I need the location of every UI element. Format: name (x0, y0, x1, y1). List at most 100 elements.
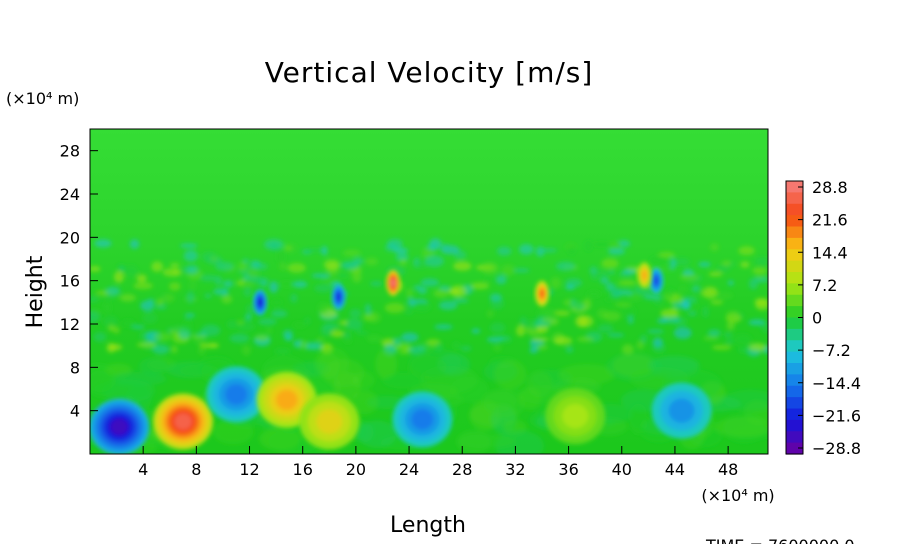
texture-cell (330, 330, 344, 338)
texture-cell (90, 296, 100, 302)
texture-cell (393, 347, 405, 354)
texture-cell (103, 301, 112, 314)
texture-cell (303, 342, 323, 351)
texture-cell (531, 337, 550, 342)
colorbar-band (786, 442, 803, 455)
texture-cell (535, 246, 545, 257)
texture-cell (738, 246, 755, 256)
texture-cell (194, 336, 205, 345)
texture-cell (118, 265, 125, 272)
texture-cell (754, 256, 768, 266)
texture-cell (243, 286, 252, 297)
texture-cell (119, 293, 136, 302)
feature-contour (110, 418, 128, 436)
texture-cell (593, 241, 611, 247)
texture-cell (554, 336, 573, 346)
texture-cell (483, 388, 526, 419)
x-tick-label: 24 (399, 460, 419, 479)
feature-contour (316, 409, 343, 434)
texture-cell (287, 263, 306, 273)
texture-cell (349, 308, 362, 318)
colorbar-band (786, 397, 803, 410)
y-tick-label: 20 (60, 228, 80, 247)
colorbar-band (786, 260, 803, 273)
texture-cell (755, 299, 768, 311)
texture-cell (282, 329, 293, 339)
texture-cell (136, 342, 157, 348)
texture-cell (411, 301, 431, 312)
colorbar-tick-label: 21.6 (812, 211, 848, 230)
texture-cell (618, 280, 637, 286)
texture-cell (214, 276, 223, 286)
texture-cell (540, 248, 558, 253)
texture-cell (179, 243, 198, 249)
texture-cell (254, 334, 269, 342)
texture-cell (264, 239, 284, 250)
texture-cell (723, 332, 733, 337)
colorbar-tick-label: 14.4 (812, 243, 848, 262)
texture-cell (142, 312, 158, 324)
texture-cell (707, 329, 721, 337)
texture-cell (533, 321, 550, 328)
texture-cell (201, 324, 221, 337)
feature-contour (562, 403, 589, 429)
texture-cell (573, 301, 584, 312)
texture-cell (710, 299, 723, 305)
texture-cell (669, 257, 677, 270)
texture-cell (226, 319, 238, 329)
texture-cell (90, 310, 101, 323)
texture-cell (489, 293, 502, 302)
texture-cell (703, 336, 719, 341)
texture-cell (582, 298, 592, 310)
texture-cell (716, 292, 733, 299)
texture-cell (184, 313, 196, 318)
texture-cell (342, 249, 361, 257)
texture-cell (305, 248, 325, 253)
heatmap-feature (651, 382, 712, 439)
texture-cell (321, 245, 328, 256)
colorbar-band (786, 226, 803, 239)
y-tick-label: 28 (60, 142, 80, 161)
colorbar-band (786, 419, 803, 432)
texture-cell (340, 262, 360, 268)
texture-cell (93, 331, 107, 343)
x-axis-label: Length (390, 513, 466, 538)
feature-contour (654, 276, 659, 285)
texture-cell (518, 244, 534, 255)
texture-cell (210, 343, 218, 348)
texture-cell (185, 265, 193, 275)
heatmap-feature (392, 391, 453, 448)
texture-cell (204, 293, 212, 299)
texture-cell (274, 347, 291, 355)
texture-cell (317, 302, 329, 315)
heatmap-feature (386, 269, 401, 296)
texture-cell (299, 340, 308, 350)
texture-cell (748, 319, 766, 326)
colorbar-band (786, 306, 803, 319)
colorbar-tick-label: 28.8 (812, 178, 848, 197)
colorbar-band (786, 317, 803, 330)
texture-cell (601, 258, 619, 269)
colorbar-band (786, 181, 803, 193)
y-tick-label: 16 (60, 272, 80, 291)
feature-contour (641, 270, 647, 280)
texture-cell (238, 261, 247, 272)
y-axis-label: Height (23, 255, 48, 328)
colorbar-band (786, 215, 803, 228)
colorbar-band (786, 363, 803, 375)
texture-cell (292, 321, 307, 328)
colorbar-band (786, 192, 803, 205)
texture-cell (576, 336, 594, 342)
texture-cell (365, 257, 379, 266)
colorbar: 28.8 21.6 14.4 7.2 0 −7.2 −14.4 −21.6 −28.8 (785, 178, 861, 458)
colorbar-band (786, 385, 803, 398)
texture-cell (276, 250, 286, 263)
texture-cell (241, 345, 251, 356)
texture-cell (249, 260, 261, 268)
texture-cell (426, 244, 437, 251)
texture-cell (536, 343, 548, 351)
texture-cell (420, 278, 440, 287)
feature-contour (258, 298, 263, 307)
texture-cell (495, 274, 507, 285)
